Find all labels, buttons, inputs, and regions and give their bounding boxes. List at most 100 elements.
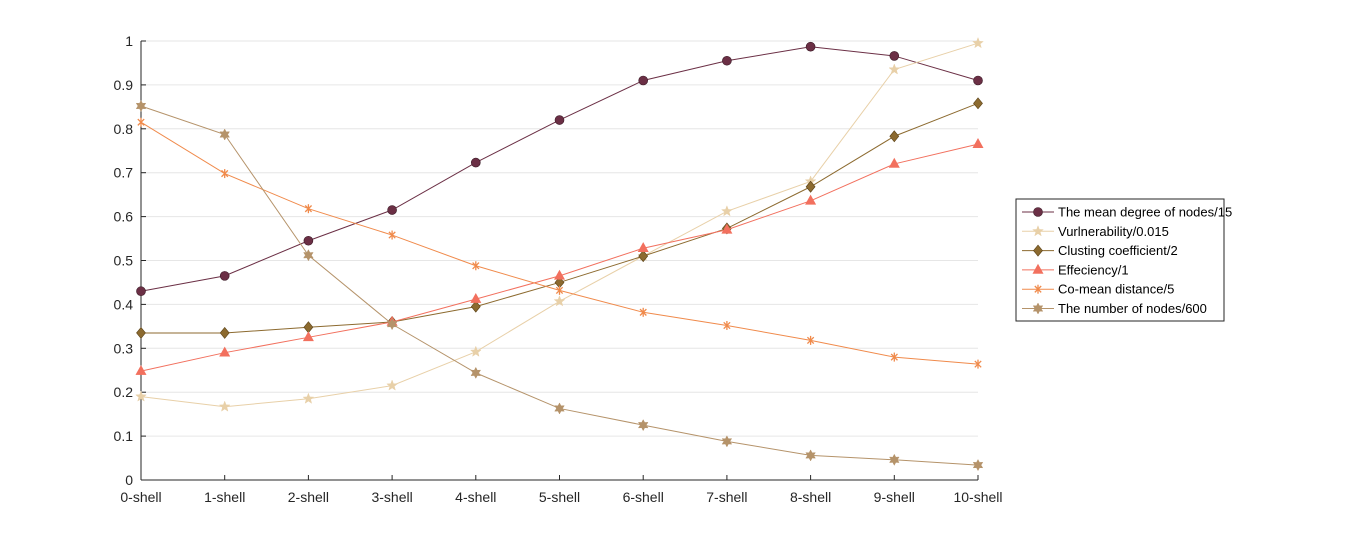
x-tick-label: 2-shell (288, 489, 329, 505)
y-tick-label: 0.9 (114, 77, 134, 93)
data-point-triangle (219, 346, 231, 357)
data-point-asterisk (304, 204, 313, 214)
legend-item: The mean degree of nodes/15 (1022, 205, 1232, 220)
data-point-circle (136, 286, 146, 297)
data-point-triangle (637, 242, 649, 253)
data-point-star (888, 63, 901, 75)
data-point-diamond (303, 321, 314, 334)
data-point-triangle (972, 138, 984, 148)
series-2 (135, 36, 984, 412)
series-3 (136, 97, 983, 339)
data-point-diamond (470, 300, 481, 313)
data-point-diamond (805, 180, 816, 193)
y-tick-label: 0.1 (114, 428, 134, 444)
data-point-star (135, 390, 147, 402)
data-point-asterisk (806, 335, 815, 345)
legend-label: The mean degree of nodes/15 (1058, 205, 1232, 220)
axes: 00.10.20.30.40.50.60.70.80.910-shell 1-sh… (114, 33, 1003, 505)
legend-label: Co-mean distance/5 (1058, 282, 1174, 297)
legend: The mean degree of nodes/15 Vurlnerabilit… (1015, 198, 1232, 322)
data-point-circle (805, 41, 816, 52)
y-tick-label: 0.3 (114, 340, 134, 356)
data-point-star (218, 400, 231, 412)
data-point-triangle (553, 269, 566, 280)
data-point-asterisk (974, 359, 982, 369)
series-1 (136, 41, 983, 297)
data-point-asterisk (723, 320, 731, 330)
x-tick-label: 3-shell (371, 489, 412, 505)
data-point-circle (638, 75, 649, 86)
y-tick-label: 0.6 (114, 209, 134, 225)
x-tick-label: 9-shell (874, 489, 915, 505)
legend-item: Vurlnerability/0.015 (1022, 224, 1169, 239)
series-line (140, 121, 979, 365)
data-point-hexagram (637, 419, 649, 432)
y-tick-label: 1 (125, 33, 133, 49)
legend-item: Effeciency/1 (1022, 262, 1129, 277)
x-tick-label: 10-shell (953, 489, 1002, 505)
legend-label: Effeciency/1 (1058, 262, 1129, 277)
series-6 (135, 99, 984, 472)
x-tick-label: 1-shell (204, 489, 245, 505)
data-point-asterisk (1034, 284, 1042, 294)
legend-item: Co-mean distance/5 (1022, 282, 1174, 297)
series-line (140, 143, 979, 372)
data-point-star (1032, 225, 1044, 237)
data-point-diamond (136, 326, 146, 339)
data-point-diamond (1033, 244, 1043, 257)
series-line (140, 42, 979, 408)
data-point-circle (722, 55, 732, 66)
data-point-diamond (638, 250, 649, 263)
data-point-hexagram (889, 453, 900, 466)
y-tick-label: 0.5 (114, 253, 134, 269)
data-point-star (302, 392, 315, 404)
x-tick-label: 4-shell (455, 489, 496, 505)
data-point-asterisk (221, 169, 229, 179)
y-tick-label: 0.8 (114, 121, 134, 137)
data-point-asterisk (137, 117, 145, 127)
data-point-circle (554, 115, 565, 125)
data-point-asterisk (639, 307, 647, 317)
data-point-star (386, 379, 399, 391)
data-point-circle (303, 235, 314, 246)
legend-label: The number of nodes/600 (1058, 301, 1207, 316)
data-point-triangle (888, 157, 900, 168)
data-point-star (553, 295, 566, 307)
y-tick-label: 0.2 (114, 384, 134, 400)
legend-box (1015, 198, 1225, 322)
data-point-triangle (721, 223, 733, 234)
series-line (140, 46, 979, 292)
data-point-hexagram (135, 99, 147, 113)
data-point-star (720, 205, 733, 217)
grid-lines (141, 40, 978, 437)
data-point-triangle (302, 331, 314, 342)
legend-label: Clusting coefficient/2 (1058, 243, 1178, 258)
data-point-circle (470, 157, 481, 168)
y-tick-label: 0.4 (114, 296, 134, 312)
y-tick-label: 0 (125, 472, 133, 488)
x-tick-label: 0-shell (120, 489, 161, 505)
data-point-star (972, 36, 984, 49)
y-tick-label: 0.7 (114, 165, 134, 181)
data-point-triangle (470, 293, 482, 303)
data-point-asterisk (890, 352, 898, 362)
data-point-circle (1033, 207, 1043, 217)
data-point-circle (387, 205, 397, 215)
data-point-triangle (1032, 263, 1044, 274)
series-group (135, 36, 984, 472)
x-tick-label: 5-shell (539, 489, 580, 505)
data-point-hexagram (721, 435, 733, 448)
data-point-diamond (219, 326, 230, 339)
data-point-triangle (135, 365, 147, 375)
data-point-asterisk (472, 261, 480, 271)
legend-item: Clusting coefficient/2 (1022, 243, 1178, 258)
data-point-hexagram (1032, 302, 1044, 315)
x-tick-label: 8-shell (790, 489, 831, 505)
data-point-circle (889, 51, 900, 61)
data-point-hexagram (805, 449, 816, 462)
data-point-triangle (805, 194, 817, 205)
data-point-star (469, 345, 482, 357)
data-point-hexagram (219, 128, 230, 141)
data-point-diamond (889, 130, 900, 143)
